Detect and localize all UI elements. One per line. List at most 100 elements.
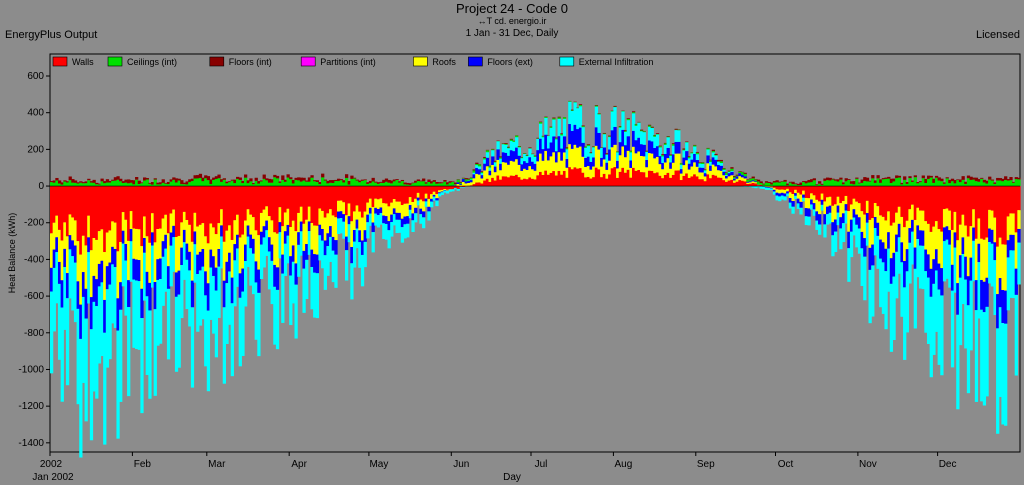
bar-segment [600, 148, 604, 158]
bar-segment [871, 175, 875, 179]
bar-segment [998, 186, 1002, 238]
bar-segment [267, 251, 272, 290]
bar-segment [148, 282, 152, 311]
bar-segment [911, 219, 915, 232]
bar-segment [438, 182, 442, 184]
bar-segment [379, 198, 383, 208]
bar-segment [119, 186, 123, 242]
bar-segment [807, 216, 811, 226]
bar-segment [73, 180, 78, 183]
bar-segment [663, 162, 668, 175]
bar-segment [727, 176, 731, 181]
bar-segment [525, 162, 529, 170]
bar-segment [942, 183, 947, 187]
bar-segment [990, 229, 995, 244]
bar-segment [238, 237, 242, 274]
bar-segment [661, 156, 665, 164]
bar-segment [767, 186, 771, 188]
bar-segment [392, 208, 397, 215]
bar-segment [546, 136, 551, 149]
bar-segment [756, 186, 761, 188]
bar-segment [778, 181, 782, 183]
bar-segment [73, 186, 78, 221]
bar-segment [815, 211, 819, 221]
bar-segment [1009, 250, 1013, 298]
bar-segment [472, 172, 476, 175]
bar-segment [355, 205, 359, 220]
bar-segment [525, 155, 529, 157]
bar-segment [573, 144, 577, 168]
bar-segment [956, 180, 960, 187]
bar-segment [87, 186, 91, 216]
axes: 6004002000-200-400-600-800-1000-1200-140… [18, 71, 1020, 483]
bar-segment [908, 178, 912, 187]
x-tick-label: Dec [939, 459, 957, 470]
bar-segment [714, 166, 718, 176]
bar-segment [1009, 234, 1013, 251]
bar-segment [953, 247, 957, 293]
bar-segment [905, 186, 909, 221]
bar-segment [857, 203, 862, 218]
bar-segment [953, 180, 957, 184]
bar-segment [419, 186, 423, 200]
bar-segment [549, 172, 553, 187]
bar-segment [408, 209, 413, 219]
bar-segment [318, 235, 322, 261]
bar-segment [161, 241, 165, 257]
bar-segment [996, 186, 1000, 247]
bar-segment [552, 118, 556, 120]
bar-segment [366, 183, 370, 187]
bar-segment [887, 248, 891, 292]
bar-segment [509, 138, 514, 140]
bar-segment [533, 163, 537, 171]
bar-segment [129, 241, 133, 282]
bar-segment [73, 182, 78, 187]
bar-segment [440, 183, 444, 187]
bar-segment [629, 160, 633, 168]
bar-segment [145, 186, 149, 237]
bar-segment [105, 289, 110, 368]
bar-segment [164, 183, 168, 187]
bar-segment [116, 176, 120, 180]
bar-segment [780, 192, 785, 196]
bar-segment [273, 186, 277, 233]
bar-segment [924, 249, 928, 272]
bar-segment [618, 126, 622, 128]
bar-segment [190, 280, 195, 308]
bar-segment [887, 178, 891, 187]
bar-segment [366, 202, 370, 215]
bar-segment [823, 178, 827, 181]
bar-segment [443, 189, 447, 191]
bar-segment [751, 182, 755, 187]
bar-segment [331, 186, 335, 216]
bar-segment [565, 149, 569, 159]
bar-segment [977, 218, 981, 244]
bar-segment [879, 239, 883, 259]
bar-segment [616, 152, 620, 161]
bar-segment [148, 310, 152, 399]
bar-segment [89, 182, 94, 187]
bar-segment [815, 199, 819, 212]
bar-segment [892, 276, 896, 340]
bar-segment [881, 262, 886, 314]
bar-segment [714, 175, 718, 187]
x-tick-label: Aug [614, 459, 632, 470]
bar-segment [1017, 177, 1021, 180]
bar-segment [879, 258, 883, 308]
bar-segment [305, 219, 309, 245]
bar-segment [653, 158, 657, 174]
bar-segment [137, 281, 141, 350]
bar-segment [127, 179, 131, 184]
bar-segment [982, 312, 987, 406]
bar-segment [855, 177, 859, 179]
bar-segment [281, 180, 285, 187]
bar-segment [908, 242, 912, 284]
bar-segment [236, 214, 240, 235]
bar-segment [557, 136, 561, 153]
bar-segment [658, 146, 662, 148]
bar-segment [92, 179, 96, 183]
bar-segment [568, 167, 572, 187]
bar-segment [453, 182, 458, 185]
bar-segment [650, 153, 654, 171]
